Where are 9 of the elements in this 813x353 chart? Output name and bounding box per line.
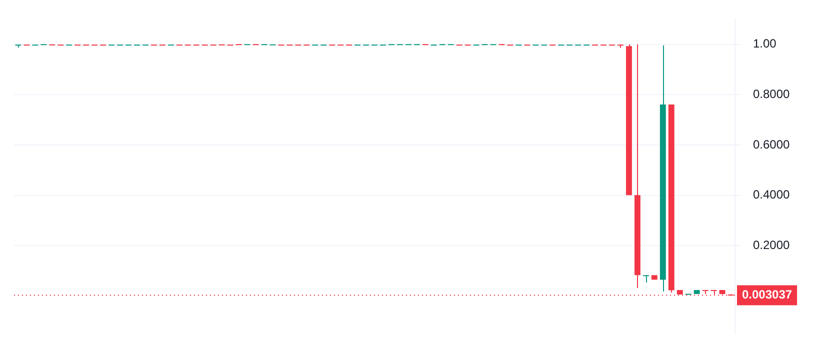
candlestick bbox=[694, 290, 700, 294]
y-tick-label: 0.6000 bbox=[753, 137, 790, 152]
y-tick-label: 0.8000 bbox=[753, 87, 790, 102]
y-tick-label: 1.00 bbox=[753, 36, 777, 51]
y-tick-label: 0.4000 bbox=[753, 188, 790, 202]
ref-line-label: 0.003037 bbox=[742, 288, 792, 302]
y-tick-label: 0.2000 bbox=[753, 238, 790, 252]
candlestick bbox=[642, 275, 649, 282]
candlestick bbox=[651, 275, 658, 280]
